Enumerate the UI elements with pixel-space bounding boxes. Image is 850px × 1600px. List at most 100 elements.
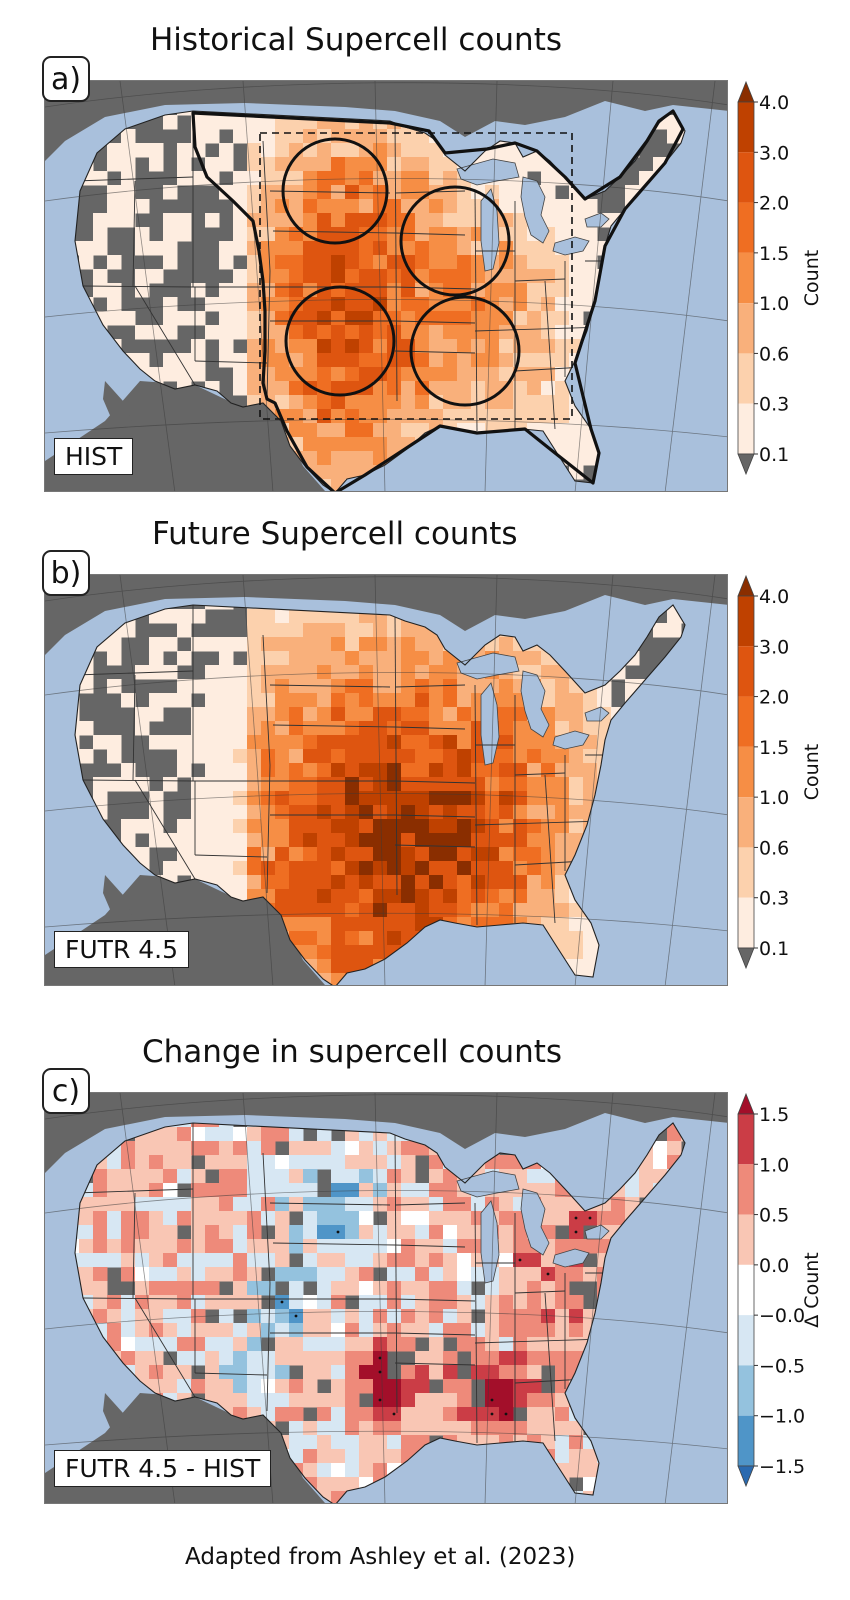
- grid-cell: [485, 325, 500, 340]
- coastline: [74, 604, 686, 985]
- colorbar-segment: [738, 202, 754, 253]
- grid-cell: [261, 679, 276, 694]
- grid-cell: [611, 1211, 626, 1226]
- grid-cell: [93, 1309, 108, 1324]
- grid-cell: [429, 381, 444, 396]
- grid-cell: [219, 735, 234, 750]
- grid-cell: [121, 833, 136, 848]
- grid-cell: [261, 693, 276, 708]
- grid-cell: [387, 409, 402, 424]
- grid-cell: [415, 819, 430, 834]
- grid-cell: [555, 1323, 570, 1338]
- state-boundary-line: [269, 190, 391, 194]
- colorbar-over-arrow: [737, 574, 755, 597]
- grid-cell: [373, 409, 388, 424]
- colorbar-tick-label: 1.5: [759, 1104, 789, 1126]
- grid-cell: [499, 861, 514, 876]
- grid-cell: [163, 1253, 178, 1268]
- grid-cell: [121, 143, 136, 158]
- grid-cell: [247, 651, 262, 666]
- panel-c-colorbar: 1.51.00.50.0−0.0−0.5−1.0−1.5Δ Count: [737, 1092, 823, 1488]
- grid-cell: [303, 339, 318, 354]
- grid-cell: [359, 945, 374, 960]
- grid-cell: [247, 255, 262, 270]
- grid-cell: [289, 833, 304, 848]
- grid-cell: [275, 1239, 290, 1254]
- grid-cell: [135, 325, 150, 340]
- grid-cell: [387, 199, 402, 214]
- grid-cell: [289, 1267, 304, 1282]
- grid-cell: [191, 1127, 206, 1142]
- grid-cell: [107, 143, 122, 158]
- grid-cell: [345, 1281, 360, 1296]
- grid-cell: [93, 1169, 108, 1184]
- grid-cell: [541, 1183, 556, 1198]
- grid-cell: [317, 1295, 332, 1310]
- grid-cell: [331, 353, 346, 368]
- grid-cell: [289, 1281, 304, 1296]
- grid-cell: [345, 1477, 360, 1492]
- grid-cell: [569, 1337, 584, 1352]
- grid-cell: [275, 1351, 290, 1366]
- grid-cell: [373, 269, 388, 284]
- grid-cell: [597, 1211, 612, 1226]
- grid-cell: [541, 847, 556, 862]
- grid-cell: [121, 213, 136, 228]
- grid-cell: [345, 311, 360, 326]
- grid-cell: [345, 1211, 360, 1226]
- grid-cell: [205, 1197, 220, 1212]
- grid-cell: [289, 1323, 304, 1338]
- grid-cell: [289, 637, 304, 652]
- significance-dot: [378, 1356, 382, 1360]
- grid-cell: [191, 1253, 206, 1268]
- grid-cell: [443, 875, 458, 890]
- grid-cell: [289, 381, 304, 396]
- grid-cell: [191, 637, 206, 652]
- grid-cell: [303, 1365, 318, 1380]
- great-lake: [552, 730, 590, 750]
- grid-cell: [233, 819, 248, 834]
- grid-cell: [429, 1281, 444, 1296]
- grid-cell: [499, 847, 514, 862]
- grid-cell: [275, 623, 290, 638]
- grid-cell: [289, 861, 304, 876]
- grid-cell: [415, 847, 430, 862]
- colorbar-tick-label: 3.0: [759, 142, 789, 164]
- grid-cell: [345, 437, 360, 452]
- grid-cell: [135, 1155, 150, 1170]
- grid-cell: [289, 1169, 304, 1184]
- grid-cell: [331, 1295, 346, 1310]
- grid-cell: [457, 1225, 472, 1240]
- grid-cell: [443, 199, 458, 214]
- grid-cell: [121, 1141, 136, 1156]
- grid-cell: [205, 171, 220, 186]
- grid-cell: [205, 1337, 220, 1352]
- grid-cell: [485, 1337, 500, 1352]
- state-boundary-line: [394, 232, 466, 236]
- grid-cell: [303, 707, 318, 722]
- grid-cell: [191, 749, 206, 764]
- grid-cell: [387, 847, 402, 862]
- grid-cell: [289, 213, 304, 228]
- grid-cell: [457, 861, 472, 876]
- grid-cell: [485, 833, 500, 848]
- grid-cell: [387, 735, 402, 750]
- grid-cell: [317, 353, 332, 368]
- grid-cell: [541, 665, 556, 680]
- grid-cell: [373, 931, 388, 946]
- grid-cell: [513, 805, 528, 820]
- grid-cell: [555, 707, 570, 722]
- grid-cell: [429, 1323, 444, 1338]
- grid-cell: [163, 1225, 178, 1240]
- grid-cell: [261, 609, 276, 624]
- grid-cell: [289, 749, 304, 764]
- grid-cell: [317, 297, 332, 312]
- grid-cell: [317, 735, 332, 750]
- grid-cell: [499, 395, 514, 410]
- graticule-line: [45, 912, 727, 932]
- grid-cell: [569, 917, 584, 932]
- grid-cell: [387, 143, 402, 158]
- grid-cell: [387, 875, 402, 890]
- grid-cell: [135, 721, 150, 736]
- grid-cell: [527, 1169, 542, 1184]
